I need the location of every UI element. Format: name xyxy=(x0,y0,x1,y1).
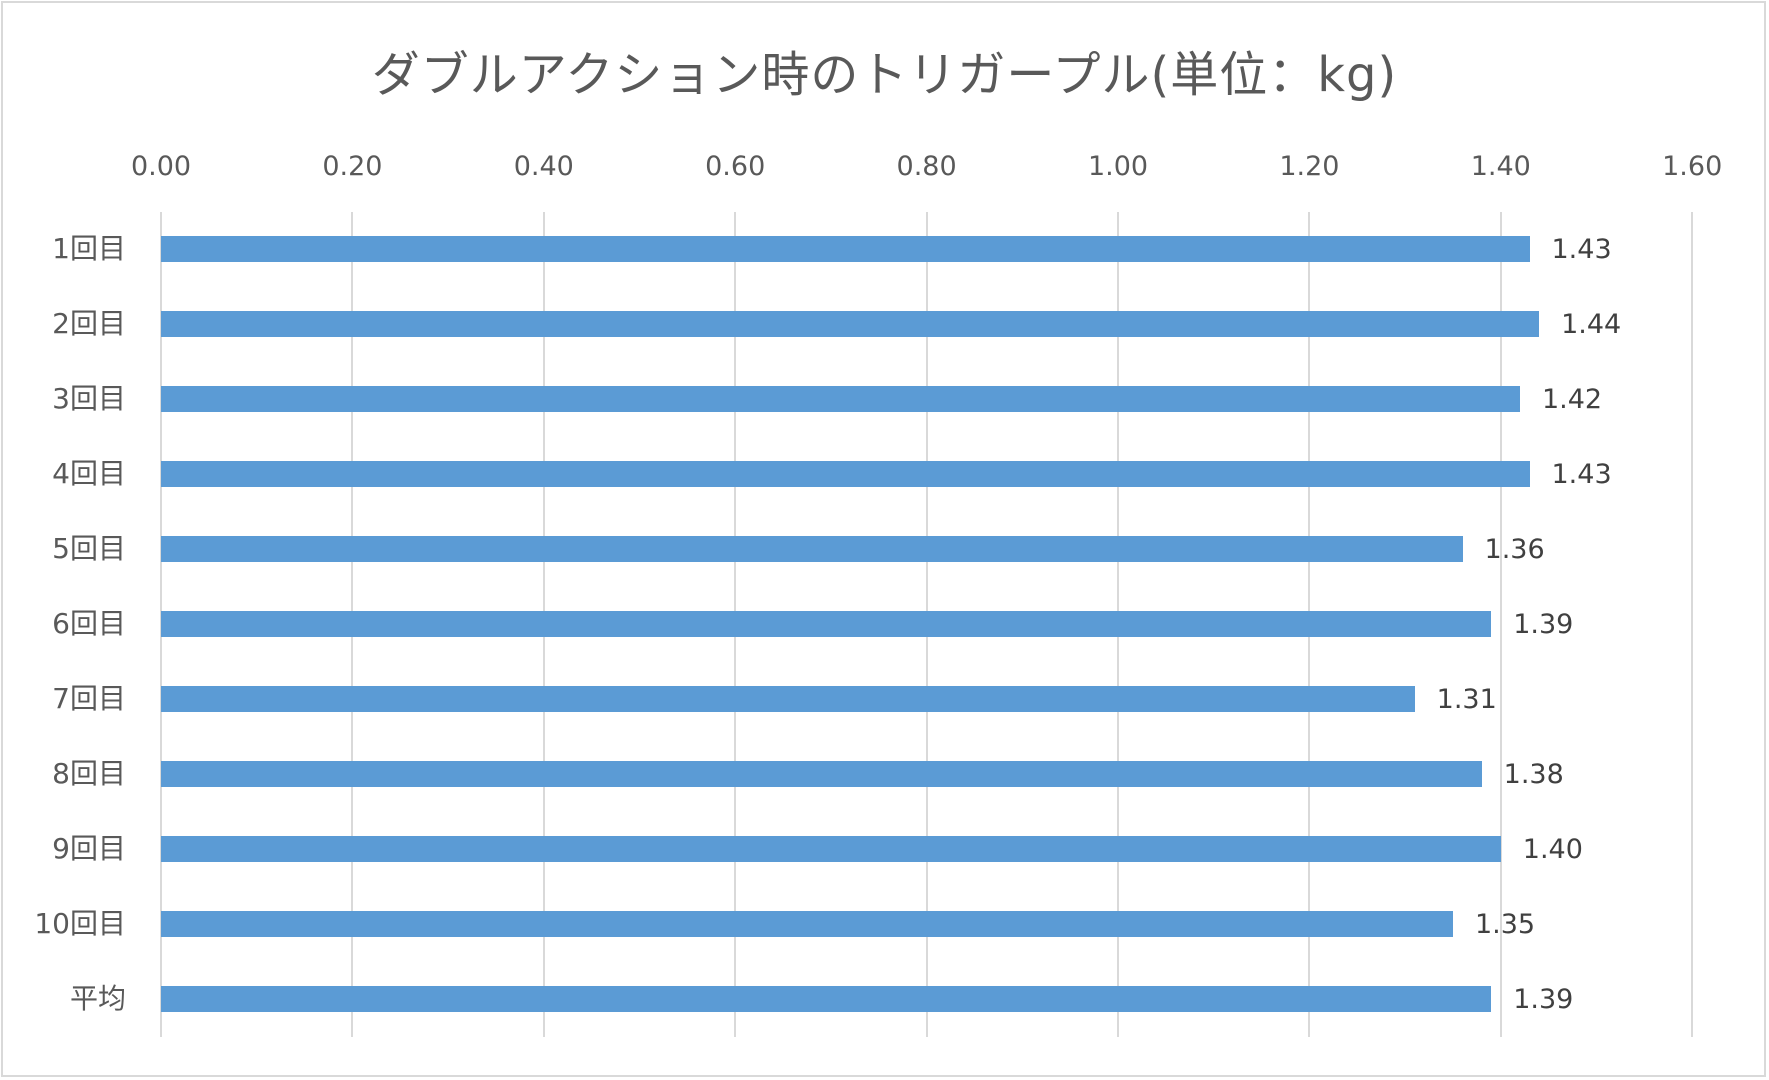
category-label: 6回目 xyxy=(52,607,126,640)
data-label: 1.44 xyxy=(1561,309,1622,340)
category-label: 1回目 xyxy=(52,232,126,265)
category-label: 平均 xyxy=(69,982,126,1015)
category-label: 3回目 xyxy=(52,382,126,415)
bar xyxy=(161,461,1530,487)
category-label: 4回目 xyxy=(52,457,126,490)
x-tick-label: 1.40 xyxy=(1470,151,1531,182)
data-label: 1.31 xyxy=(1436,684,1497,715)
bar xyxy=(161,611,1492,637)
x-tick-label: 1.00 xyxy=(1087,151,1149,182)
category-label: 7回目 xyxy=(52,682,126,715)
bar xyxy=(161,911,1453,937)
data-label: 1.38 xyxy=(1503,759,1564,790)
x-tick-label: 1.60 xyxy=(1662,151,1723,182)
category-label: 8回目 xyxy=(52,757,126,790)
data-label: 1.40 xyxy=(1522,834,1583,865)
bar xyxy=(161,686,1415,712)
chart-title: ダブルアクション時のトリガープル(単位：kg) xyxy=(371,47,1398,103)
data-label: 1.36 xyxy=(1484,534,1545,565)
category-label: 10回目 xyxy=(34,907,126,940)
x-tick-label: 0.80 xyxy=(896,151,957,182)
data-label: 1.39 xyxy=(1513,984,1574,1015)
bar xyxy=(161,761,1482,787)
x-tick-label: 1.20 xyxy=(1279,151,1340,182)
bar xyxy=(161,236,1530,262)
category-label: 2回目 xyxy=(52,307,126,340)
data-label: 1.43 xyxy=(1551,234,1612,265)
data-label: 1.35 xyxy=(1474,909,1536,940)
bar xyxy=(161,311,1540,337)
bar xyxy=(161,536,1463,562)
category-label: 9回目 xyxy=(52,832,126,865)
data-label: 1.39 xyxy=(1513,609,1574,640)
x-tick-label: 0.40 xyxy=(513,151,574,182)
data-label: 1.43 xyxy=(1551,459,1612,490)
bar xyxy=(161,986,1492,1012)
gridline xyxy=(1499,212,1502,1037)
x-tick-label: 0.00 xyxy=(130,151,192,182)
bar xyxy=(161,836,1501,862)
bar xyxy=(161,386,1520,412)
data-label: 1.42 xyxy=(1541,384,1603,415)
x-tick-label: 0.60 xyxy=(705,151,766,182)
category-label: 5回目 xyxy=(52,532,126,565)
x-tick-label: 0.20 xyxy=(322,151,383,182)
gridline xyxy=(1691,212,1694,1037)
